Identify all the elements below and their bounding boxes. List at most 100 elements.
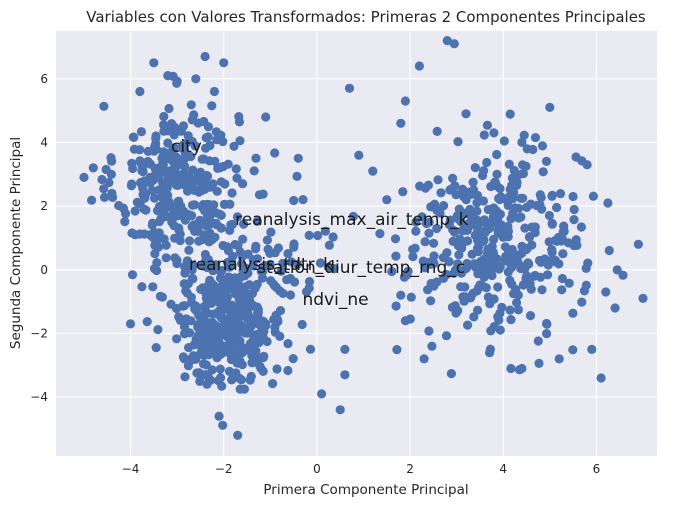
scatter-point <box>411 226 421 236</box>
scatter-point <box>161 240 171 250</box>
scatter-point <box>467 249 477 259</box>
scatter-point <box>283 365 293 376</box>
scatter-point <box>240 271 250 281</box>
scatter-point <box>114 200 124 211</box>
scatter-point <box>165 154 175 164</box>
scatter-point <box>492 149 502 160</box>
scatter-point <box>235 384 245 394</box>
scatter-point <box>596 373 606 383</box>
scatter-point <box>176 201 186 211</box>
scatter-point <box>271 310 281 320</box>
scatter-point <box>265 248 275 258</box>
scatter-point <box>419 354 429 364</box>
scatter-point <box>519 130 529 140</box>
scatter-point <box>252 279 262 289</box>
scatter-point <box>186 316 196 326</box>
scatter-point <box>195 215 205 225</box>
scatter-point <box>251 315 261 325</box>
scatter-point <box>233 321 243 332</box>
scatter-point <box>576 222 587 232</box>
scatter-point <box>400 316 410 326</box>
scatter-point <box>459 296 469 306</box>
scatter-point <box>141 189 151 199</box>
annotation-label: station_diur_temp_rng_c <box>257 258 465 278</box>
scatter-point <box>638 293 648 303</box>
scatter-point <box>154 185 164 195</box>
scatter-point <box>420 263 430 273</box>
scatter-point <box>445 215 455 225</box>
scatter-point <box>185 236 195 246</box>
scatter-point <box>145 159 155 169</box>
scatter-point <box>530 222 540 232</box>
scatter-point <box>555 189 566 199</box>
scatter-point <box>387 266 397 277</box>
scatter-point <box>230 239 240 250</box>
scatter-point <box>151 343 161 353</box>
scatter-point <box>238 234 248 244</box>
scatter-point <box>348 211 358 221</box>
scatter-point <box>200 317 210 328</box>
scatter-point <box>541 156 552 166</box>
annotation-label: reanalysis_tdtr_k <box>189 255 333 275</box>
scatter-point <box>253 307 263 318</box>
scatter-point <box>448 236 458 246</box>
scatter-point <box>461 109 471 119</box>
scatter-point <box>490 177 500 187</box>
scatter-point <box>577 297 587 307</box>
scatter-point <box>129 144 139 154</box>
scatter-point <box>240 282 250 292</box>
scatter-point <box>218 240 228 251</box>
scatter-point <box>610 303 620 313</box>
scatter-point <box>569 204 579 215</box>
scatter-point <box>542 329 552 339</box>
scatter-point <box>228 347 238 358</box>
scatter-point <box>188 354 198 365</box>
scatter-point <box>137 166 147 176</box>
scatter-point <box>99 184 109 194</box>
scatter-point <box>219 58 229 68</box>
scatter-point <box>474 283 484 293</box>
scatter-point <box>187 273 198 283</box>
scatter-point <box>186 100 196 110</box>
scatter-point <box>473 305 483 315</box>
x-axis-ticks: −4 −2 0 2 4 6 <box>122 462 601 476</box>
scatter-point <box>272 364 282 374</box>
scatter-point <box>99 101 109 111</box>
scatter-point <box>301 287 312 297</box>
scatter-point <box>174 232 184 242</box>
scatter-point <box>612 265 622 275</box>
scatter-point <box>499 136 509 146</box>
scatter-point <box>557 285 567 295</box>
scatter-point <box>459 223 469 233</box>
scatter-point <box>525 311 536 321</box>
scatter-point <box>449 268 459 278</box>
y-tick-label: 6 <box>40 72 48 86</box>
scatter-point <box>408 252 418 262</box>
scatter-point <box>206 375 216 385</box>
scatter-point <box>132 197 142 207</box>
scatter-point <box>289 195 299 206</box>
scatter-point <box>214 411 224 421</box>
scatter-point <box>235 336 245 346</box>
scatter-point <box>245 375 255 385</box>
scatter-point <box>529 271 539 281</box>
scatter-point <box>508 193 518 204</box>
scatter-point <box>226 220 236 230</box>
scatter-point <box>240 328 250 338</box>
scatter-point <box>522 144 532 154</box>
scatter-point <box>270 327 280 337</box>
scatter-point <box>201 309 211 319</box>
scatter-point <box>143 146 153 156</box>
scatter-point <box>288 354 298 364</box>
scatter-point <box>482 120 492 130</box>
scatter-point <box>232 212 243 222</box>
scatter-point <box>163 138 173 148</box>
scatter-point <box>199 350 209 360</box>
scatter-point <box>447 184 457 194</box>
scatter-point <box>453 137 463 147</box>
scatter-point <box>551 257 561 267</box>
scatter-point <box>456 282 466 292</box>
scatter-point <box>432 277 442 287</box>
scatter-point <box>191 334 201 344</box>
scatter-point <box>547 190 557 200</box>
